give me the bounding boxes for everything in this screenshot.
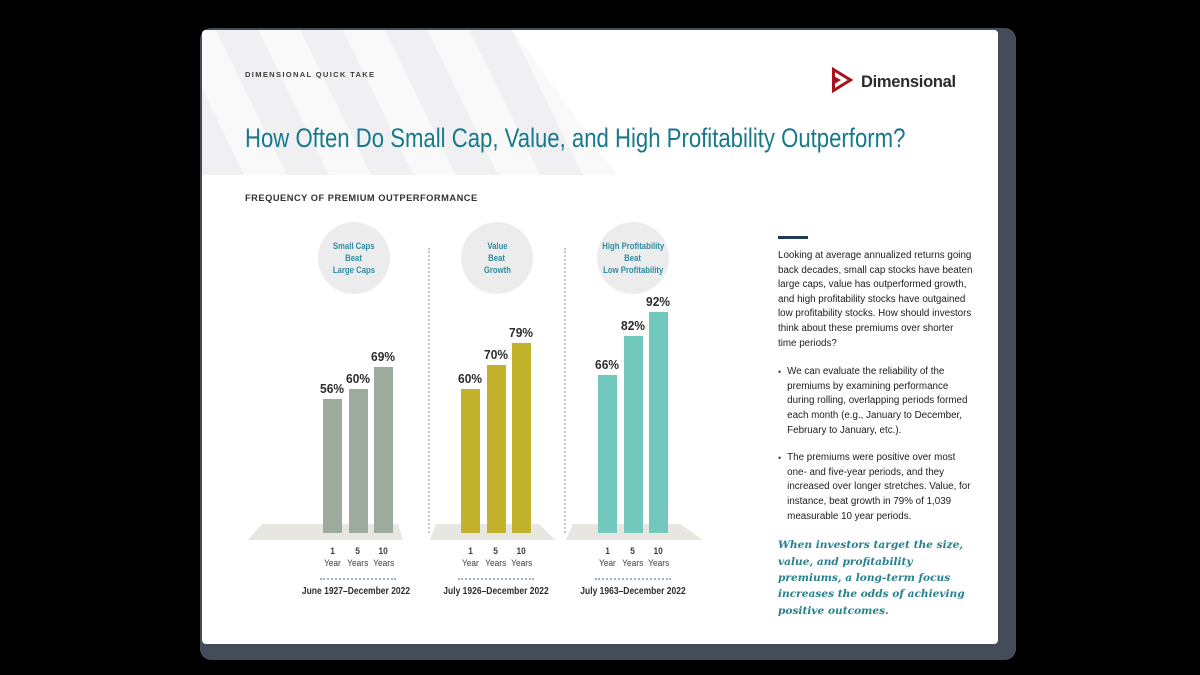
bar-value-label: 56%	[320, 380, 345, 396]
bar-value-label: 79%	[509, 325, 534, 341]
bar-value-label: 70%	[484, 347, 508, 362]
bar-cell: 60%	[346, 371, 370, 533]
group-separator	[428, 248, 430, 533]
tick-10-years: 10 Years	[372, 546, 395, 568]
bullet-dot: •	[778, 367, 782, 378]
bar-1yr	[461, 389, 480, 533]
bar-cell: 66%	[595, 356, 620, 533]
tick-5-years: 5 Years	[622, 546, 644, 568]
sidebar-intro: Looking at average annualized returns go…	[778, 250, 973, 349]
axis-ticks: 1 Year 5 Years 10 Years	[598, 546, 670, 569]
bar-value-label: 82%	[621, 318, 645, 334]
bullet-dot: •	[778, 453, 782, 464]
period-label: June 1927–December 2022	[301, 586, 411, 597]
bars-row: 56% 60% 69%	[320, 349, 396, 533]
bar-cell: 79%	[509, 325, 534, 533]
bullet-text: The premiums were positive over most one…	[787, 452, 971, 522]
period-label: July 1963–December 2022	[580, 586, 686, 597]
eyebrow-label: DIMENSIONAL QUICK TAKE	[245, 70, 376, 79]
dimensional-logo-icon	[830, 66, 854, 98]
sidebar-quote: When investors target the size, value, a…	[778, 539, 965, 617]
chart-group-small-caps: Small Caps Beat Large Caps 56% 60% 69%	[202, 30, 998, 644]
bar-10yr	[374, 367, 393, 533]
section-label: FREQUENCY OF PREMIUM OUTPERFORMANCE	[245, 193, 478, 203]
tick-10-years: 10 Years	[510, 546, 533, 568]
group-badge-profitability: High Profitability Beat Low Profitabilit…	[597, 222, 669, 294]
bars-row: 66% 82% 92%	[595, 294, 671, 533]
tick-5-years: 5 Years	[485, 546, 507, 568]
tick-1-year: 1 Year	[462, 546, 479, 568]
period-label: July 1926–December 2022	[443, 586, 549, 597]
brand-logo: Dimensional	[830, 66, 956, 98]
badge-line: High Profitability	[602, 241, 664, 251]
tick-5-years: 5 Years	[347, 546, 369, 568]
bullet-item: • We can evaluate the reliability of the…	[778, 365, 974, 438]
chart-group-profitability: High Profitability Beat Low Profitabilit…	[202, 30, 998, 644]
bar-5yr	[623, 336, 643, 533]
bar-value-label: 69%	[371, 349, 396, 365]
tick-10-years: 10 Years	[647, 546, 670, 568]
badge-line: Beat	[488, 253, 506, 263]
badge-line: Beat	[345, 253, 363, 263]
bar-10yr	[649, 312, 668, 533]
bar-1yr	[323, 398, 342, 533]
bar-10yr	[512, 343, 531, 533]
brand-logo-text: Dimensional	[861, 72, 956, 91]
bar-cell: 82%	[621, 318, 645, 533]
bar-value-label: 92%	[646, 294, 671, 310]
bar-cell: 70%	[484, 347, 508, 533]
group-separator	[564, 248, 566, 533]
tick-1-year: 1 Year	[599, 546, 616, 568]
badge-line: Beat	[624, 253, 642, 263]
sidebar-bullets: • We can evaluate the reliability of the…	[778, 365, 974, 524]
bar-5yr	[348, 389, 368, 533]
bar-value-label: 60%	[458, 371, 483, 386]
bar-value-label: 66%	[595, 356, 620, 372]
bar-1yr	[598, 374, 617, 533]
bar-cell: 56%	[320, 380, 345, 533]
tick-underline	[320, 578, 396, 580]
sidebar-rule	[778, 236, 808, 239]
badge-line: Low Profitability	[602, 265, 664, 275]
bullet-item: • The premiums were positive over most o…	[778, 451, 974, 524]
sidebar-commentary: Looking at average annualized returns go…	[778, 236, 974, 619]
group-badge-value: Value Beat Growth	[461, 222, 533, 294]
badge-line: Growth	[483, 265, 511, 275]
axis-ticks: 1 Year 5 Years 10 Years	[461, 546, 533, 569]
page-title: How Often Do Small Cap, Value, and High …	[245, 123, 906, 153]
premium-outperformance-chart: Small Caps Beat Large Caps 56% 60% 69%	[202, 30, 998, 644]
bars-row: 60% 70% 79%	[458, 325, 534, 533]
header-band	[202, 30, 998, 175]
badge-line: Large Caps	[332, 265, 376, 275]
bar-cell: 92%	[646, 294, 671, 533]
bar-cell: 60%	[458, 371, 483, 533]
tick-1-year: 1 Year	[324, 546, 341, 568]
group-badge-small-caps: Small Caps Beat Large Caps	[318, 222, 390, 294]
bar-cell: 69%	[371, 349, 396, 533]
document-page: DIMENSIONAL QUICK TAKE Dimensional How O…	[202, 30, 998, 644]
tick-underline	[458, 578, 534, 580]
bar-value-label: 60%	[346, 371, 370, 386]
tick-underline	[595, 578, 671, 580]
bar-5yr	[486, 365, 506, 533]
badge-line: Small Caps	[333, 241, 375, 251]
bullet-text: We can evaluate the reliability of the p…	[787, 366, 968, 436]
badge-line: Value	[486, 241, 508, 251]
chart-group-value: Value Beat Growth 60% 70% 79%	[202, 30, 998, 644]
axis-ticks: 1 Year 5 Years 10 Years	[323, 546, 395, 569]
